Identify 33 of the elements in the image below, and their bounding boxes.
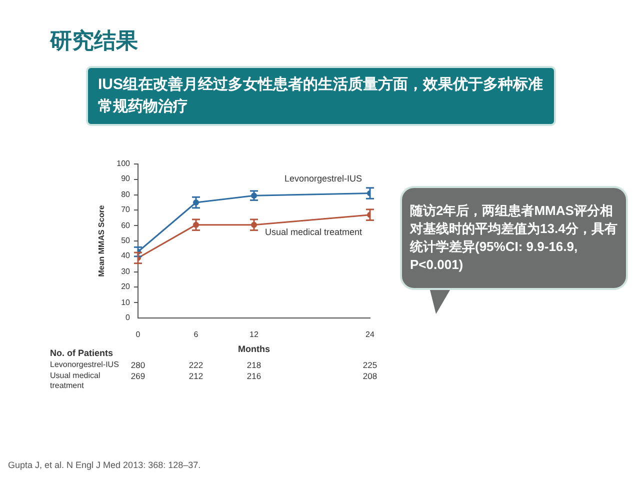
y-tick-label: 10 bbox=[120, 298, 130, 308]
y-tick-label: 40 bbox=[121, 251, 130, 260]
text: Usual medical treatment bbox=[50, 371, 102, 391]
text: Gupta J, et al. N Engl J Med 2013: 368: 128–37. bbox=[8, 460, 201, 470]
x-tick-label: 0 bbox=[134, 330, 142, 340]
chart-subtitle: IUS组在改善月经过多女性患者的生活质量方面，效果优于多种标准常规药物治疗 bbox=[86, 66, 556, 126]
x-tick-label: 6 bbox=[192, 330, 200, 340]
y-tick-label: 20 bbox=[120, 282, 130, 292]
text: Levonorgestrel-IUS bbox=[50, 360, 120, 370]
y-tick-label: 0 bbox=[124, 313, 130, 323]
x-tick-label: 24 bbox=[364, 330, 376, 340]
text: No. of Patients bbox=[50, 348, 114, 358]
text: 280 bbox=[130, 360, 146, 370]
y-tick-label: 100 bbox=[116, 159, 130, 169]
x-axis-title: Months bbox=[237, 344, 271, 354]
text: 218 bbox=[246, 360, 262, 370]
text: 216 bbox=[246, 371, 262, 381]
y-tick-label: 80 bbox=[120, 190, 130, 200]
y-tick-label: 70 bbox=[121, 205, 130, 214]
series-label: Levonorgestrel-IUS bbox=[284, 173, 362, 184]
chart-title: 研究结果 bbox=[50, 27, 138, 55]
y-axis-title: Mean MMAS Score bbox=[96, 204, 107, 279]
text: 208 bbox=[362, 371, 378, 381]
text: 269 bbox=[130, 371, 146, 381]
text: 212 bbox=[188, 371, 204, 381]
y-tick-label: 30 bbox=[121, 266, 130, 276]
text: 225 bbox=[362, 360, 378, 370]
series-label: Usual medical treatment bbox=[264, 226, 362, 237]
y-tick-label: 50 bbox=[121, 236, 130, 245]
y-tick-label: 60 bbox=[121, 220, 130, 230]
text: 222 bbox=[188, 360, 204, 370]
x-tick-label: 12 bbox=[248, 330, 260, 340]
y-tick-label: 90 bbox=[120, 174, 130, 184]
